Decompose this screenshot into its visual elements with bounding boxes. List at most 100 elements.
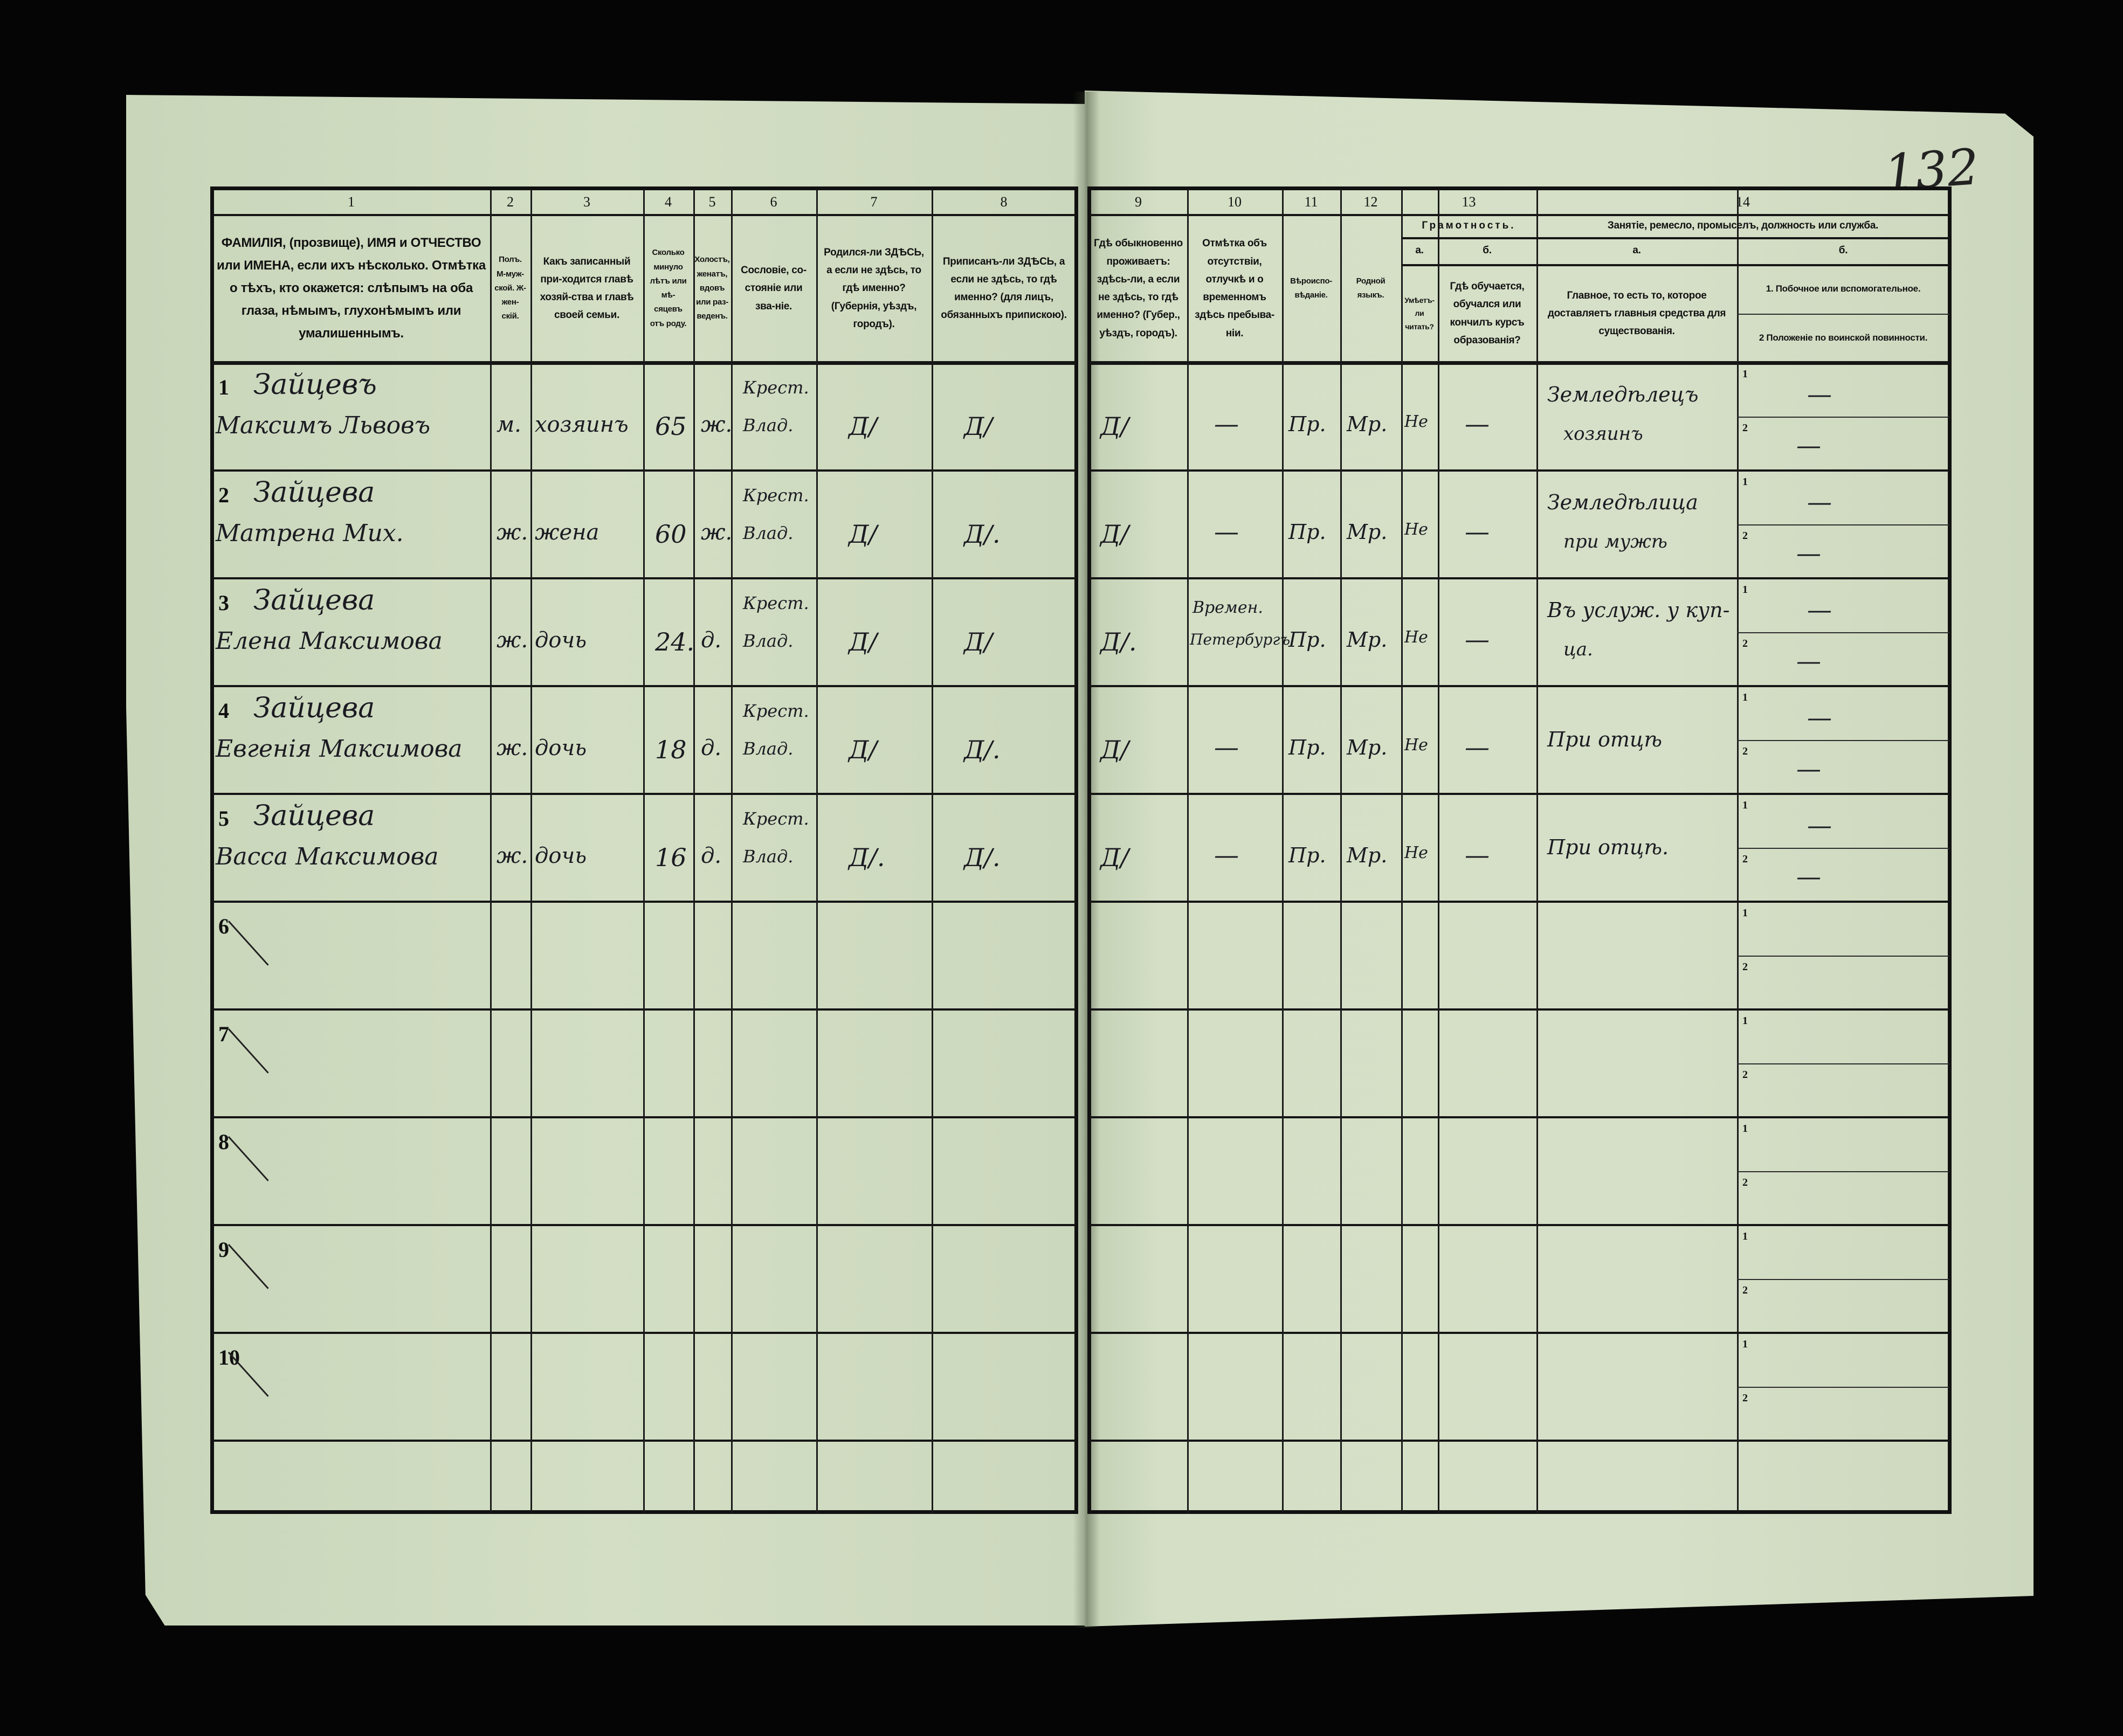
subrow-label: 1 — [1742, 907, 1748, 919]
subrow-label: 2 — [1742, 638, 1748, 649]
column-divider — [1282, 190, 1284, 1513]
residence: Д/ — [1100, 520, 1129, 549]
birthplace: Д/ — [849, 520, 877, 549]
registered-place: Д/ — [964, 627, 992, 656]
column-number: 4 — [665, 193, 672, 210]
row-divider — [1090, 1332, 1949, 1334]
absence-note: — — [1214, 732, 1239, 762]
column-header: Вѣроиспо-вѣданіе. — [1290, 276, 1332, 300]
column-divider — [1187, 190, 1189, 1513]
occupation-side: — — [1807, 487, 1832, 516]
subrow-label: 2 — [1742, 1177, 1748, 1188]
native-language: Мр. — [1347, 412, 1388, 436]
occupation-main: ца. — [1563, 639, 1593, 660]
row-number: 3 — [218, 591, 229, 615]
column-number: 1 — [348, 193, 355, 210]
column-number: 14 — [1736, 193, 1750, 210]
given-name-patronymic: Евгенія Максимова — [216, 735, 463, 763]
occupation-side: — — [1807, 595, 1832, 624]
subcolumn-label: а. — [1632, 245, 1641, 257]
surname: Зайцева — [253, 584, 375, 617]
estate: Крест. — [743, 485, 809, 506]
column-header: Гдѣ обучается, обучался или кончилъ курс… — [1450, 281, 1525, 346]
column-divider — [643, 190, 645, 1513]
row-number: 4 — [218, 698, 229, 723]
subrow-rule — [1737, 1063, 1949, 1064]
given-name-patronymic: Васса Максимова — [216, 843, 439, 870]
occupation-side: — — [1807, 703, 1832, 732]
registered-place: Д/ — [964, 412, 992, 441]
birthplace: Д/ — [849, 627, 877, 656]
occupation-main: Земледѣлица — [1547, 490, 1698, 514]
given-name-patronymic: Максимъ Львовъ — [216, 412, 431, 439]
estate: Влад. — [743, 631, 794, 651]
military-status: — — [1796, 754, 1821, 783]
birthplace: Д/ — [849, 412, 877, 441]
subrow-label: 2 — [1742, 1069, 1748, 1081]
column-header: ФАМИЛІЯ, (прозвище), ИМЯ и ОТЧЕСТВО или … — [217, 236, 486, 341]
marital-status: ж. — [701, 520, 733, 545]
column-divider — [816, 190, 818, 1513]
absence-note: — — [1214, 409, 1239, 438]
native-language: Мр. — [1347, 520, 1388, 544]
literacy: Не — [1404, 736, 1428, 755]
column-number: 5 — [708, 193, 716, 210]
column-divider — [731, 190, 733, 1513]
row-divider — [1090, 685, 1949, 687]
subrow-rule — [1737, 524, 1949, 525]
occupation-main: Земледѣлецъ — [1547, 383, 1699, 406]
relation-to-head: дочь — [535, 843, 587, 868]
subrow-rule — [1737, 1171, 1949, 1172]
age: 65 — [655, 412, 687, 441]
row-divider — [1090, 1440, 1949, 1442]
subcolumn-label: б. — [1483, 245, 1492, 257]
literacy: Не — [1404, 520, 1428, 539]
subheader-rule — [1737, 313, 1949, 315]
row-number: 9 — [218, 1237, 229, 1262]
column-header: 1. Побочное или вспомогательное. — [1766, 283, 1921, 294]
column-group-title: Грамотность. — [1422, 219, 1516, 231]
column-header: Родной языкъ. — [1356, 276, 1386, 300]
column-divider — [1438, 190, 1439, 1513]
row-number: 6 — [218, 914, 229, 938]
marital-status: д. — [701, 843, 722, 868]
subrow-rule — [1737, 632, 1949, 633]
absence-note: Времен. — [1193, 598, 1263, 617]
row-number: 7 — [218, 1022, 229, 1046]
sex: ж. — [497, 520, 528, 545]
registered-place: Д/. — [964, 520, 1001, 549]
row-number: 8 — [218, 1130, 229, 1154]
military-status: — — [1796, 862, 1821, 891]
occupation-main: При отцѣ — [1547, 728, 1662, 751]
native-language: Мр. — [1347, 628, 1388, 652]
column-header: Полъ. М-муж-ской. Ж-жен-скій. — [494, 255, 526, 321]
subrow-label: 1 — [1742, 1015, 1748, 1027]
column-number: 6 — [770, 193, 777, 210]
education: — — [1465, 517, 1490, 546]
marital-status: д. — [701, 628, 722, 653]
residence: Д/ — [1100, 843, 1129, 872]
column-header: Сословіе, со-стояніе или зва-ніе. — [741, 265, 807, 312]
column-header: Холостъ, женатъ, вдовъ или раз-веденъ. — [694, 255, 730, 321]
subcolumn-label: а. — [1415, 245, 1424, 257]
row-divider — [1090, 793, 1949, 795]
row-number: 1 — [218, 375, 229, 399]
literacy: Не — [1404, 412, 1428, 431]
column-header: Сколько минуло лѣтъ или мѣ-сяцевъ отъ ро… — [650, 248, 687, 328]
row-divider — [1090, 1008, 1949, 1011]
birthplace: Д/. — [849, 843, 885, 872]
row-number: 5 — [218, 806, 229, 831]
group-rule — [1401, 237, 1949, 239]
column-divider — [1340, 190, 1342, 1513]
subrow-label: 1 — [1742, 476, 1748, 488]
row-divider — [1090, 1116, 1949, 1118]
subrow-label: 1 — [1742, 1338, 1748, 1350]
occupation-main: Въ услуж. у куп- — [1547, 598, 1730, 622]
religion: Пр. — [1288, 628, 1326, 652]
absence-note: — — [1214, 517, 1239, 546]
right-table-frame — [1087, 186, 1952, 1514]
estate: Влад. — [743, 415, 794, 435]
religion: Пр. — [1288, 843, 1326, 867]
subrow-label: 2 — [1742, 422, 1748, 434]
column-divider — [1737, 190, 1739, 1513]
